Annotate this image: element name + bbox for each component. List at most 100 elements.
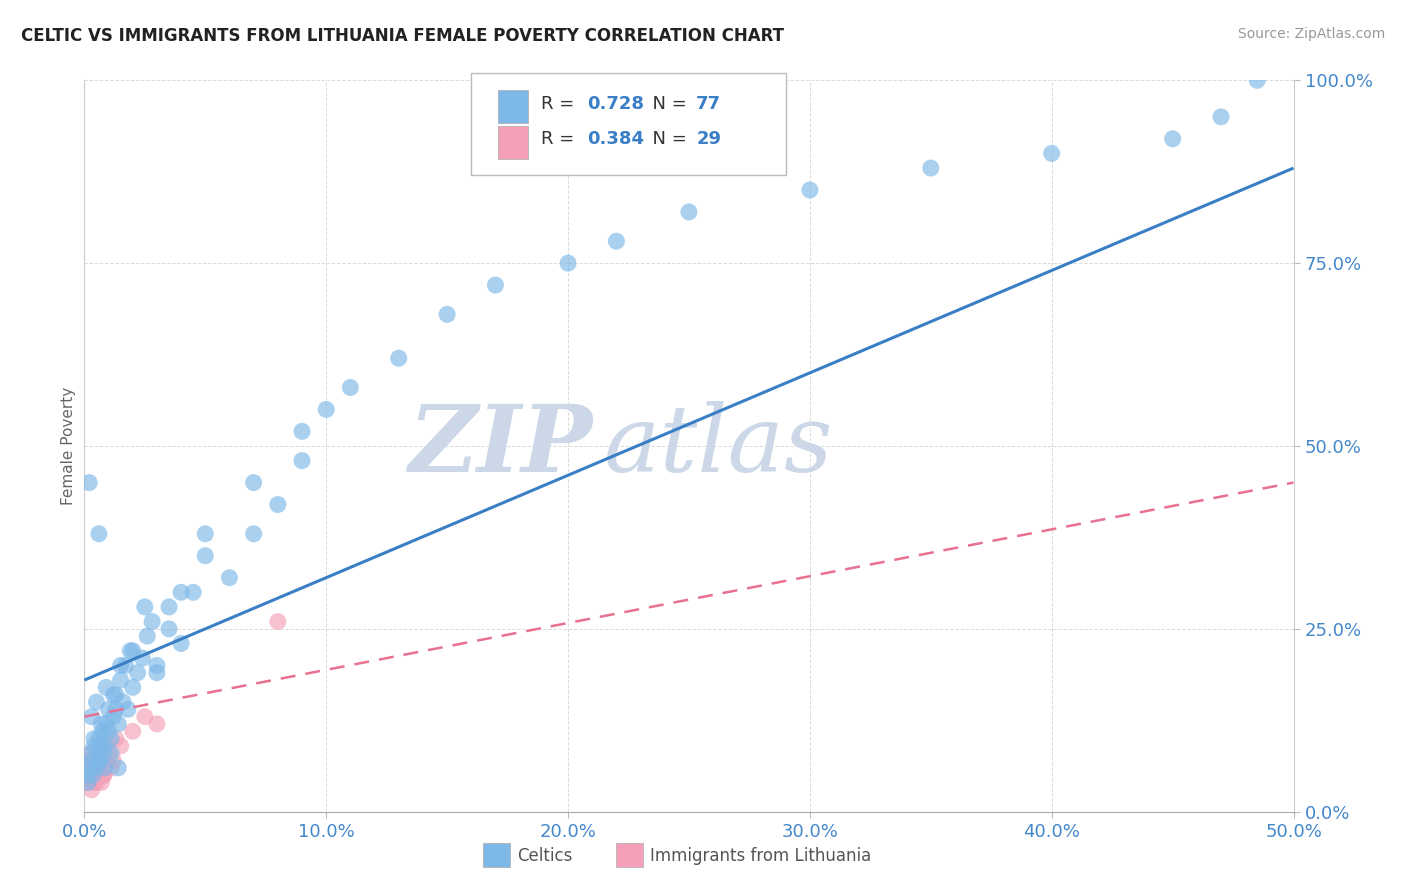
Point <box>91 754 114 768</box>
Point <box>93 768 115 782</box>
Point <box>75 761 97 775</box>
Point <box>90 717 112 731</box>
Point <box>104 731 127 746</box>
Text: CELTIC VS IMMIGRANTS FROM LITHUANIA FEMALE POVERTY CORRELATION CHART: CELTIC VS IMMIGRANTS FROM LITHUANIA FEMA… <box>21 27 785 45</box>
Point <box>121 644 143 658</box>
Point <box>86 775 108 789</box>
Text: 77: 77 <box>696 95 721 113</box>
Point <box>107 761 129 775</box>
Point <box>605 234 627 248</box>
Point <box>104 702 127 716</box>
Point <box>80 754 103 768</box>
Point <box>127 665 149 680</box>
Point <box>104 688 127 702</box>
FancyBboxPatch shape <box>484 843 510 867</box>
Point <box>1246 73 1268 87</box>
Text: 0.384: 0.384 <box>588 130 644 148</box>
Point <box>218 571 240 585</box>
Point <box>110 673 132 687</box>
Text: R =: R = <box>541 130 581 148</box>
Point <box>388 351 411 366</box>
Point <box>120 644 142 658</box>
Text: R =: R = <box>541 95 581 113</box>
Point <box>920 161 942 175</box>
Point <box>87 761 110 775</box>
Point <box>80 709 103 723</box>
Point <box>77 754 100 768</box>
Point <box>97 746 120 760</box>
Point <box>170 636 193 650</box>
Point <box>82 768 104 782</box>
Text: atlas: atlas <box>605 401 834 491</box>
Point <box>436 307 458 321</box>
Point <box>83 739 105 753</box>
Text: 29: 29 <box>696 130 721 148</box>
Text: N =: N = <box>641 130 692 148</box>
Point <box>86 695 108 709</box>
Point <box>1161 132 1184 146</box>
Point <box>83 731 105 746</box>
Point <box>121 681 143 695</box>
Text: 0.728: 0.728 <box>588 95 644 113</box>
Point <box>93 768 115 782</box>
Point <box>80 782 103 797</box>
Point <box>100 731 122 746</box>
Point <box>267 615 290 629</box>
Text: Immigrants from Lithuania: Immigrants from Lithuania <box>650 847 872 864</box>
Point <box>100 761 122 775</box>
Point <box>194 549 217 563</box>
Point <box>87 761 110 775</box>
Point <box>134 599 156 614</box>
Point <box>77 475 100 490</box>
Point <box>77 761 100 775</box>
Text: Celtics: Celtics <box>517 847 572 864</box>
Text: ZIP: ZIP <box>408 401 592 491</box>
Point <box>103 754 125 768</box>
Point <box>134 709 156 723</box>
Point <box>157 622 180 636</box>
Point <box>107 717 129 731</box>
Y-axis label: Female Poverty: Female Poverty <box>60 387 76 505</box>
Point <box>89 754 111 768</box>
Point <box>87 526 110 541</box>
Point <box>242 475 264 490</box>
Point <box>79 761 101 775</box>
Point <box>93 739 115 753</box>
Point <box>97 702 120 716</box>
Point <box>678 205 700 219</box>
Point <box>339 380 361 394</box>
Text: N =: N = <box>641 95 692 113</box>
Point <box>242 526 264 541</box>
Point <box>86 768 108 782</box>
Point <box>267 498 290 512</box>
Point <box>86 761 108 775</box>
Point <box>1040 146 1063 161</box>
Point <box>103 688 125 702</box>
Point <box>94 739 117 753</box>
Point <box>1209 110 1232 124</box>
Point <box>93 746 115 760</box>
Point <box>91 724 114 739</box>
Point <box>90 775 112 789</box>
Point <box>100 746 122 760</box>
Point <box>110 658 132 673</box>
Point <box>146 658 169 673</box>
FancyBboxPatch shape <box>498 127 529 160</box>
Point <box>557 256 579 270</box>
Point <box>157 599 180 614</box>
Point <box>291 453 314 467</box>
Point <box>97 724 120 739</box>
Point <box>484 278 506 293</box>
Point <box>76 768 98 782</box>
Point <box>146 665 169 680</box>
Point <box>83 775 105 789</box>
Point <box>86 754 108 768</box>
Point <box>76 768 98 782</box>
Point <box>89 746 111 760</box>
Point <box>799 183 821 197</box>
FancyBboxPatch shape <box>616 843 643 867</box>
Point <box>86 746 108 760</box>
Point <box>315 402 337 417</box>
Point <box>94 761 117 775</box>
Point <box>87 754 110 768</box>
